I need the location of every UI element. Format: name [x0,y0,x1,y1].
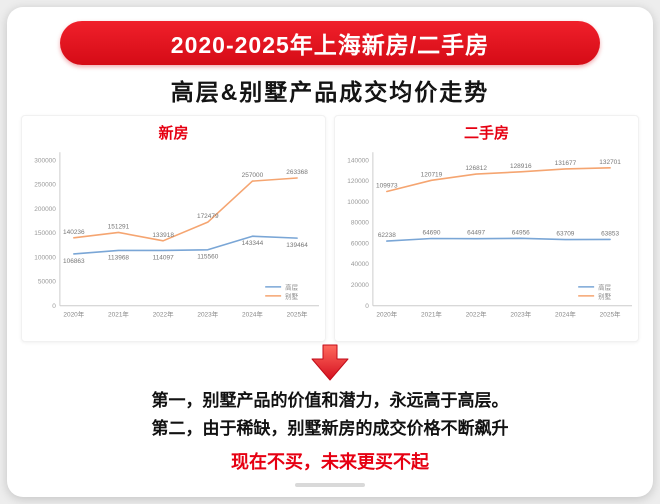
svg-text:2020年: 2020年 [63,310,84,319]
svg-text:64497: 64497 [467,230,485,237]
svg-text:300000: 300000 [34,157,56,164]
svg-text:40000: 40000 [351,261,369,268]
svg-text:200000: 200000 [34,206,56,213]
svg-text:113968: 113968 [108,254,130,261]
charts-row: 新房 0 50000 100000 150000 200000 250000 300000 2… [17,115,643,342]
svg-text:132701: 132701 [599,159,621,166]
conclusion-line-1: 第一，别墅产品的价值和潜力，永远高于高层。 [151,391,509,410]
svg-text:263368: 263368 [286,169,308,176]
svg-text:172479: 172479 [197,213,219,220]
svg-text:100000: 100000 [347,199,369,206]
svg-text:2025年: 2025年 [287,310,308,319]
svg-text:114097: 114097 [153,254,175,261]
svg-text:2022年: 2022年 [153,310,174,319]
svg-text:64956: 64956 [512,229,530,236]
banner: 2020-2025年上海新房/二手房 [60,21,600,65]
conclusions: 第一，别墅产品的价值和潜力，永远高于高层。 第二，由于稀缺，别墅新房的成交价格不… [17,386,643,476]
chart-title-secondhand: 二手房 [463,125,509,142]
svg-text:2024年: 2024年 [555,310,576,319]
svg-text:131677: 131677 [555,160,577,167]
svg-text:63709: 63709 [556,231,574,238]
svg-text:100000: 100000 [34,254,56,261]
svg-text:63853: 63853 [601,230,619,237]
svg-text:高层: 高层 [285,282,298,291]
line-chart-new-homes: 0 50000 100000 150000 200000 250000 300000 2020… [24,143,323,339]
svg-text:106863: 106863 [63,258,85,265]
svg-text:别墅: 别墅 [598,291,611,300]
svg-text:0: 0 [365,303,369,310]
svg-text:151291: 151291 [108,223,130,230]
svg-text:别墅: 别墅 [285,291,298,300]
arrow-section [17,344,643,382]
chart-panel-new-homes: 新房 0 50000 100000 150000 200000 250000 300000 2… [21,115,326,342]
svg-text:2021年: 2021年 [108,310,129,319]
svg-text:62238: 62238 [378,232,396,239]
svg-text:150000: 150000 [34,230,56,237]
svg-text:128916: 128916 [510,163,532,170]
svg-text:250000: 250000 [34,182,56,189]
svg-text:257000: 257000 [242,172,264,179]
svg-text:109973: 109973 [376,182,398,189]
svg-text:139464: 139464 [286,242,308,249]
svg-text:80000: 80000 [351,220,369,227]
line-chart-secondhand: 0 20000 40000 60000 80000 100000 120000 140000 2… [337,143,636,339]
svg-text:120000: 120000 [347,178,369,185]
page-title: 高层&别墅产品成交均价走势 [170,79,490,105]
svg-text:50000: 50000 [38,279,56,286]
svg-text:2023年: 2023年 [197,310,218,319]
svg-text:2022年: 2022年 [466,310,487,319]
svg-text:143344: 143344 [242,240,264,247]
svg-text:2025年: 2025年 [600,310,621,319]
svg-text:2023年: 2023年 [510,310,531,319]
conclusion-highlight: 现在不买，未来更买不起 [231,452,429,472]
svg-text:60000: 60000 [351,240,369,247]
svg-text:2021年: 2021年 [421,310,442,319]
svg-text:133918: 133918 [152,232,174,239]
svg-text:115560: 115560 [197,254,219,261]
svg-text:126812: 126812 [465,165,487,172]
svg-text:2024年: 2024年 [242,310,263,319]
chart-panel-secondhand: 二手房 0 20000 40000 60000 80000 100000 120000 140… [334,115,639,342]
chart-title-new-homes: 新房 [158,125,189,142]
svg-text:120719: 120719 [421,171,443,178]
conclusion-line-2: 第二，由于稀缺，别墅新房的成交价格不断飙升 [151,418,509,438]
svg-text:64690: 64690 [422,230,440,237]
svg-text:高层: 高层 [598,282,611,291]
down-arrow-icon [311,344,349,381]
infographic-card: 2020-2025年上海新房/二手房 高层&别墅产品成交均价走势 新房 0 500… [7,7,653,497]
svg-text:20000: 20000 [351,282,369,289]
svg-text:0: 0 [52,303,56,310]
bottom-divider [295,483,365,487]
banner-title: 2020-2025年上海新房/二手房 [170,32,490,58]
svg-text:2020年: 2020年 [376,310,397,319]
svg-text:140000: 140000 [347,157,369,164]
svg-text:140236: 140236 [63,229,85,236]
